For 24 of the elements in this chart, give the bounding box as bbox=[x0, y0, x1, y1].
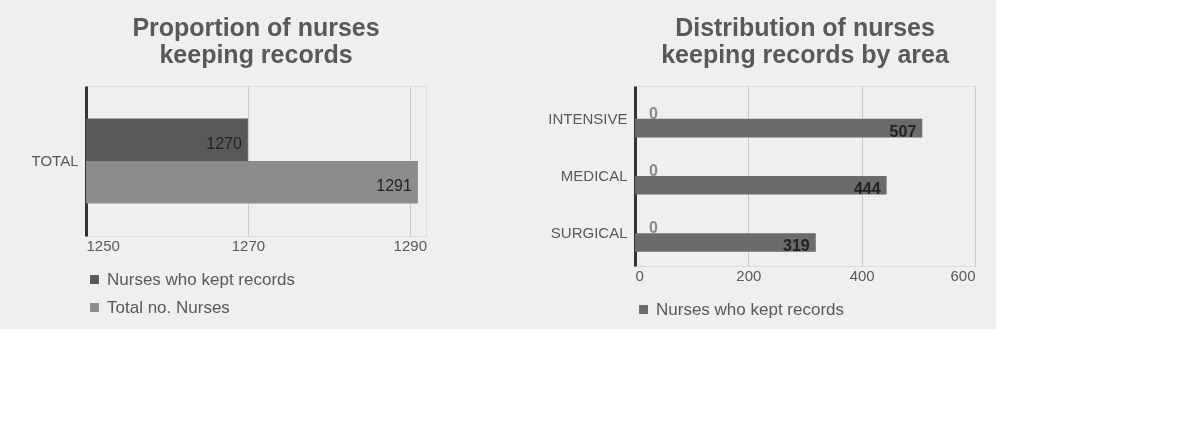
legend-label: Total no. Nurses bbox=[107, 297, 230, 317]
y-tick-label: MEDICAL bbox=[560, 167, 628, 184]
data-label: 444 bbox=[853, 180, 881, 198]
data-label: 1291 bbox=[376, 177, 413, 195]
legend-label: Nurses who kept records bbox=[656, 299, 845, 319]
data-label: 507 bbox=[889, 123, 917, 141]
x-tick-label: 200 bbox=[736, 266, 762, 284]
y-tick-label: INTENSIVE bbox=[548, 109, 628, 127]
x-tick-label: 400 bbox=[849, 266, 875, 284]
chart-title: Proportion of nurses keeping records bbox=[132, 13, 380, 68]
x-tick-label: 1270 bbox=[231, 236, 266, 254]
x-tick-label: 600 bbox=[950, 266, 976, 284]
data-label: 0 bbox=[649, 161, 658, 179]
chart-title: Distribution of nurses keeping records by area bbox=[661, 13, 950, 68]
data-label: 319 bbox=[783, 237, 810, 255]
data-label: 1270 bbox=[206, 134, 243, 152]
x-tick-label: 1250 bbox=[86, 236, 120, 254]
y-tick-label: SURGICAL bbox=[550, 224, 628, 242]
x-tick-label: 1290 bbox=[393, 236, 427, 254]
data-label: 0 bbox=[649, 104, 658, 122]
x-tick-label: 0 bbox=[635, 266, 644, 284]
data-label: 0 bbox=[649, 218, 658, 236]
legend-label: Nurses who kept records bbox=[107, 269, 296, 289]
y-tick-label: TOTAL bbox=[31, 152, 79, 169]
